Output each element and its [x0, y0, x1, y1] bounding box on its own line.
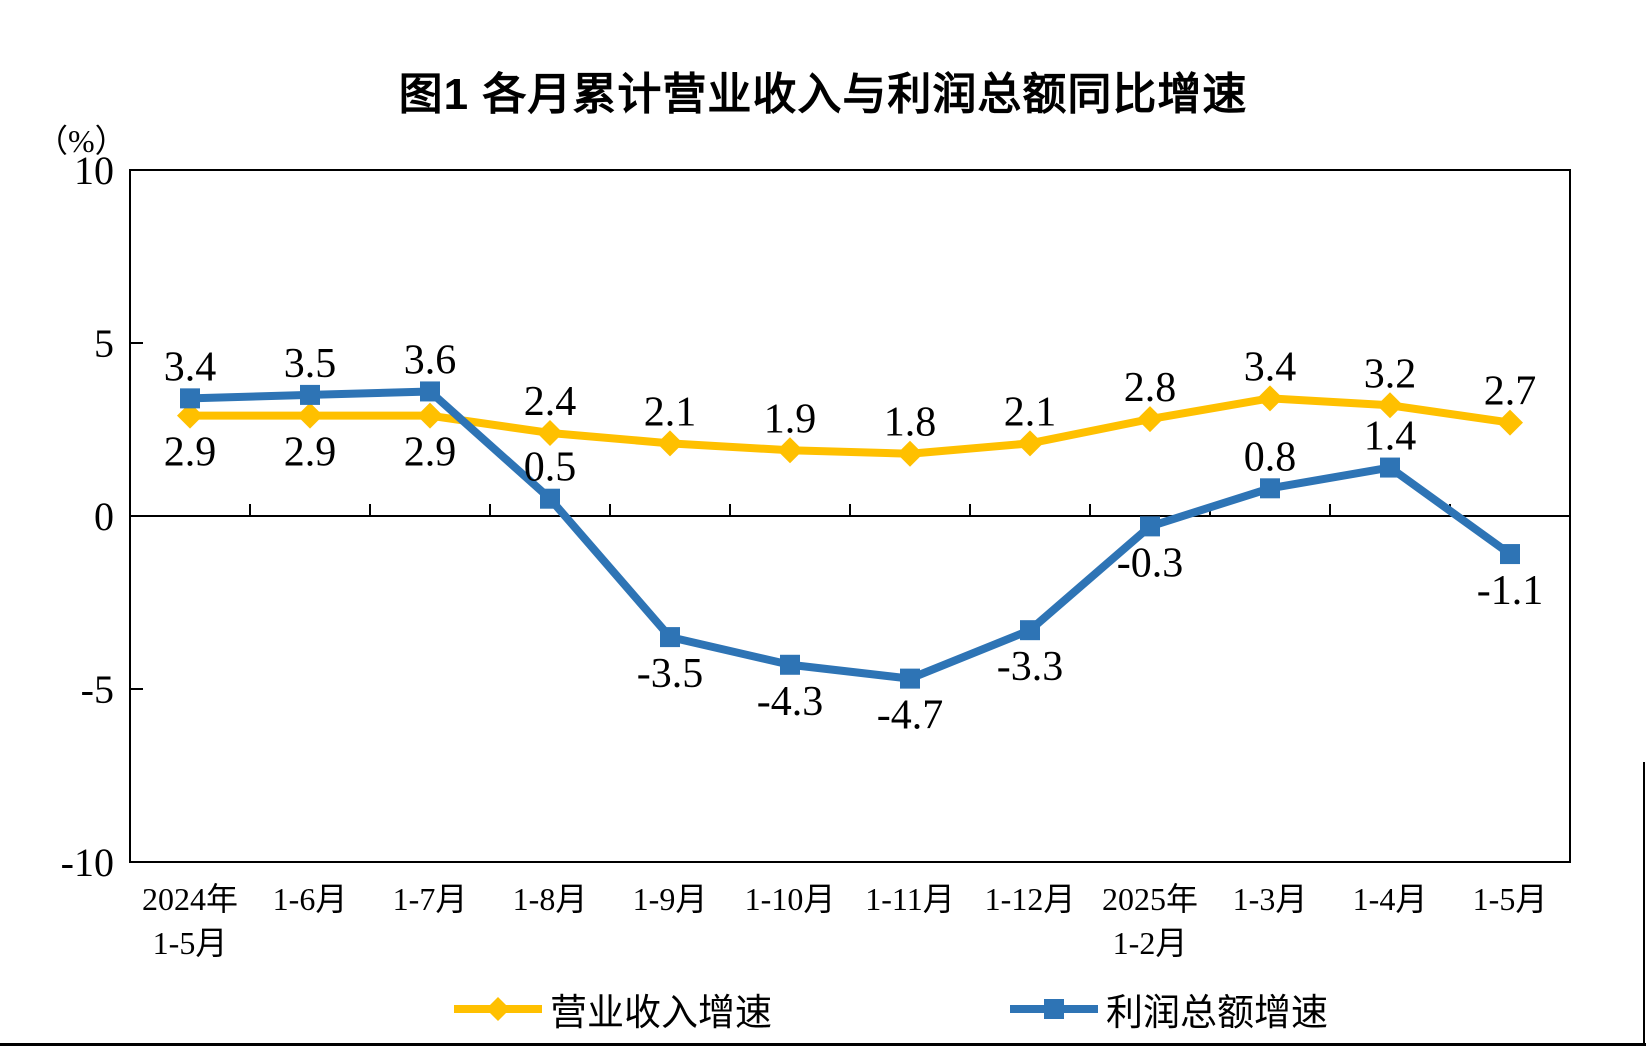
square-marker	[660, 627, 680, 648]
series-line-profit	[186, 387, 1514, 683]
square-marker	[780, 654, 800, 675]
data-label: -0.3	[1117, 540, 1184, 586]
data-label: 3.2	[1364, 351, 1417, 397]
x-axis-category-label: 2025年 1-2月	[1102, 881, 1198, 961]
legend-item-profit: 利润总额增速	[1008, 982, 1328, 1036]
x-axis-category-label: 1-12月	[985, 881, 1076, 917]
page-bottom-divider	[0, 1043, 1646, 1046]
legend-label-profit: 利润总额增速	[1106, 993, 1328, 1034]
data-label: 3.4	[1244, 344, 1297, 390]
x-axis-category-label: 1-6月	[273, 881, 348, 917]
data-label: -1.1	[1477, 568, 1544, 614]
diamond-marker	[1257, 385, 1283, 412]
x-axis-category-label: 1-4月	[1353, 881, 1428, 917]
square-marker	[1260, 478, 1280, 499]
data-label: -3.3	[997, 644, 1064, 690]
square-marker	[180, 388, 200, 409]
data-label: -4.3	[757, 679, 824, 725]
square-marker	[420, 381, 440, 402]
legend-item-revenue: 营业收入增速	[452, 982, 772, 1036]
x-axis-category-label: 1-9月	[633, 881, 708, 917]
diamond-marker	[297, 402, 323, 429]
square-marker	[1500, 544, 1520, 565]
diamond-marker	[177, 402, 203, 429]
data-label: 0.8	[1244, 434, 1297, 480]
x-axis-category-label: 1-11月	[865, 881, 954, 917]
chart-legend: 营业收入增速 利润总额增速	[452, 982, 1328, 1036]
page-right-divider	[1643, 762, 1645, 1046]
square-marker	[1380, 457, 1400, 478]
diamond-marker	[657, 430, 683, 457]
data-label: 2.1	[1004, 389, 1057, 435]
data-label: 3.4	[164, 344, 217, 390]
diamond-marker	[777, 437, 803, 464]
data-label: 2.4	[524, 379, 577, 425]
data-label: 0.5	[524, 445, 577, 491]
data-label: 2.9	[284, 430, 337, 476]
diamond-marker	[1377, 392, 1403, 419]
square-marker	[300, 384, 320, 405]
square-marker	[1020, 620, 1040, 641]
data-label: 2.8	[1124, 365, 1177, 411]
square-marker	[1140, 516, 1160, 537]
legend-label-revenue: 营业收入增速	[550, 993, 772, 1034]
square-marker	[900, 668, 920, 689]
data-label: 3.5	[284, 341, 337, 387]
data-label: 2.7	[1484, 369, 1537, 415]
profit-series-legend-marker-icon	[1010, 999, 1098, 1019]
x-axis-category-label: 2024年 1-5月	[142, 881, 238, 961]
y-axis-tick-label: 10	[74, 148, 114, 193]
x-axis-category-label: 1-5月	[1473, 881, 1548, 917]
data-label: 3.6	[404, 337, 457, 383]
x-axis-category-label: 1-7月	[393, 881, 468, 917]
series-line-revenue	[186, 394, 1514, 458]
diamond-marker	[537, 419, 563, 446]
diamond-marker	[1017, 430, 1043, 457]
revenue-series-legend-marker-icon	[454, 997, 542, 1021]
y-axis-tick-label: -5	[81, 667, 114, 712]
diamond-marker	[417, 402, 443, 429]
x-axis-category-label: 1-8月	[513, 881, 588, 917]
data-label: -4.7	[877, 693, 944, 739]
chart-title: 图1 各月累计营业收入与利润总额同比增速	[398, 70, 1248, 119]
data-label: 1.8	[884, 400, 937, 446]
data-label: 2.9	[164, 430, 217, 476]
diamond-marker	[897, 440, 923, 467]
square-marker	[540, 488, 560, 509]
y-axis-tick-label: -10	[61, 840, 114, 885]
diamond-marker	[1497, 409, 1523, 436]
data-label: 2.9	[404, 430, 457, 476]
diamond-marker	[1137, 406, 1163, 433]
data-label: -3.5	[637, 651, 704, 697]
data-label: 1.9	[764, 396, 817, 442]
x-axis-category-label: 1-10月	[745, 881, 836, 917]
y-axis-unit-label: （%）	[36, 123, 127, 159]
y-axis-tick-label: 0	[94, 494, 114, 539]
y-axis-tick-label: 5	[94, 321, 114, 366]
data-label: 2.1	[644, 389, 697, 435]
data-label: 1.4	[1364, 414, 1417, 460]
x-axis-category-label: 1-3月	[1233, 881, 1308, 917]
